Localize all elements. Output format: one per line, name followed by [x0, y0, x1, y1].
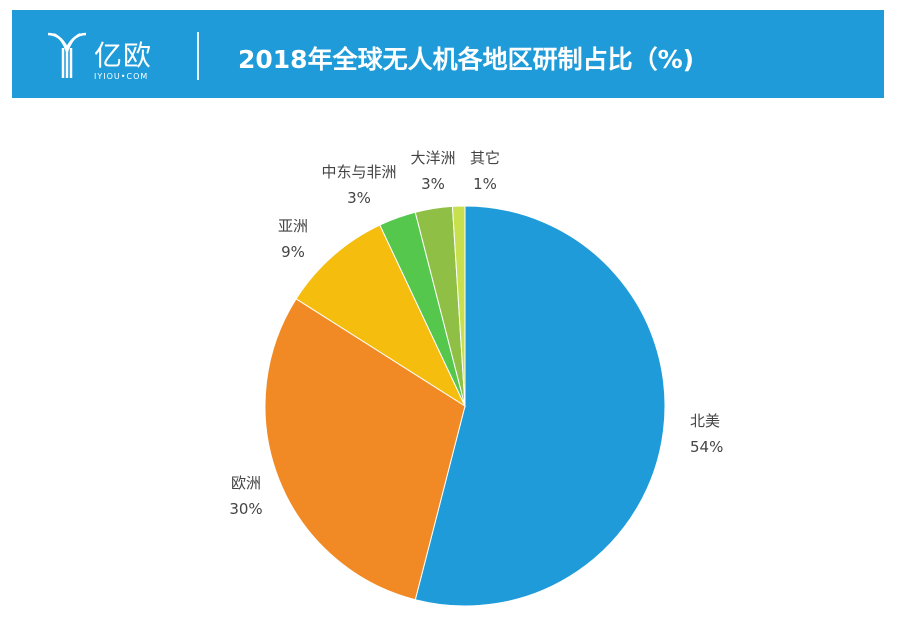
title-banner: 亿欧 IYIOU•COM 2018年全球无人机各地区研制占比（%): [12, 10, 884, 98]
slice-value-label: 54%: [690, 438, 723, 456]
chart-title: 2018年全球无人机各地区研制占比（%): [238, 45, 695, 74]
slice-label: 其它: [470, 149, 500, 167]
pie-slice: [414, 205, 666, 607]
logo-y-icon: [47, 32, 87, 78]
pie-slice: [295, 224, 467, 408]
slice-label: 欧洲: [231, 474, 261, 492]
pie-slice: [264, 298, 466, 601]
slice-label: 中东与非洲: [321, 163, 396, 181]
slice-label: 大洋洲: [410, 149, 455, 167]
logo: 亿欧 IYIOU•COM: [46, 30, 196, 81]
slice-label: 北美: [690, 412, 720, 430]
logo-domain: IYIOU•COM: [94, 72, 149, 81]
slice-label: 亚洲: [278, 217, 308, 235]
logo-text: 亿欧: [94, 39, 153, 72]
pie-slice: [451, 205, 466, 407]
slice-value-label: 30%: [229, 500, 262, 518]
slice-value-label: 3%: [421, 175, 445, 193]
slice-value-label: 9%: [281, 243, 305, 261]
banner-divider: [197, 32, 199, 80]
slice-value-label: 1%: [473, 175, 497, 193]
slice-value-label: 3%: [347, 189, 371, 207]
